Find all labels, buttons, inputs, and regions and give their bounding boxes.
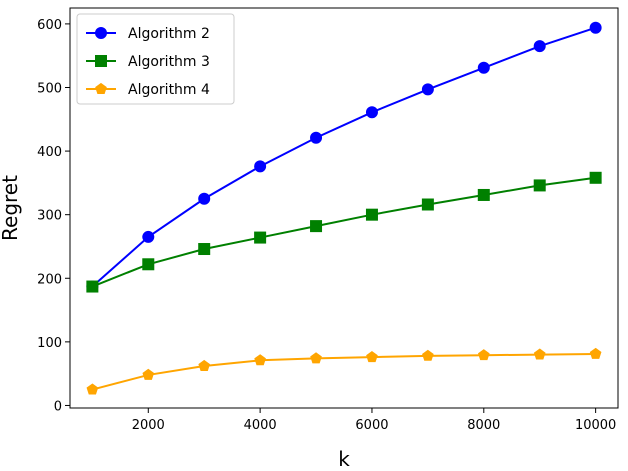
x-tick-label: 4000	[244, 418, 277, 433]
legend-marker	[95, 27, 107, 39]
data-point	[198, 243, 211, 256]
data-point	[254, 231, 267, 244]
data-point	[142, 368, 155, 380]
data-point	[365, 208, 378, 221]
y-tick-label: 200	[37, 272, 62, 287]
series-1	[86, 21, 602, 293]
y-axis-ticks: 0 100 200 300 400 500 600	[37, 18, 70, 414]
data-point	[142, 230, 155, 243]
series-layer	[86, 21, 602, 395]
data-point	[533, 40, 546, 53]
y-tick-label: 300	[37, 209, 62, 224]
y-tick-label: 500	[37, 81, 62, 96]
data-point	[477, 188, 490, 201]
y-tick-label: 600	[37, 18, 62, 33]
y-tick-label: 0	[54, 399, 62, 414]
legend-marker	[95, 55, 107, 67]
data-point	[310, 220, 323, 233]
x-axis-ticks: 2000 4000 6000 8000 10000	[132, 408, 616, 433]
data-point	[589, 347, 602, 359]
data-point	[421, 198, 434, 211]
data-point	[198, 359, 211, 371]
legend-label: Algorithm 3	[128, 54, 210, 70]
data-point	[533, 179, 546, 192]
data-point	[366, 351, 378, 363]
legend: Algorithm 2 Algorithm 3 Algorithm 4	[76, 13, 235, 105]
data-point	[589, 21, 602, 34]
y-tick-label: 400	[37, 145, 62, 160]
legend-entry: Algorithm 2	[86, 26, 210, 42]
data-point	[477, 61, 490, 74]
series-line	[91, 26, 596, 288]
data-point	[310, 131, 323, 144]
legend-entry: Algorithm 4	[86, 82, 210, 98]
legend-marker	[95, 82, 107, 94]
y-tick-label: 100	[37, 336, 62, 351]
series-line	[92, 352, 596, 391]
plot-area	[69, 7, 619, 409]
legend-label: Algorithm 2	[128, 26, 210, 42]
legend-box	[76, 13, 235, 105]
x-tick-label: 8000	[467, 418, 500, 433]
series-2	[86, 171, 602, 293]
x-tick-label: 6000	[355, 418, 388, 433]
data-point	[86, 383, 99, 395]
x-tick-label: 2000	[132, 418, 165, 433]
x-axis-label: k	[338, 447, 350, 471]
series-3	[86, 347, 602, 395]
data-point	[533, 348, 546, 360]
data-point	[421, 83, 434, 96]
data-point	[86, 280, 99, 293]
series-line	[92, 176, 596, 288]
data-point	[477, 349, 490, 361]
legend-entry: Algorithm 3	[86, 54, 210, 70]
data-point	[198, 192, 211, 205]
data-point	[422, 349, 434, 361]
y-axis-label: Regret	[0, 175, 22, 241]
data-point	[142, 258, 155, 271]
data-point	[254, 160, 267, 173]
plot-frame	[69, 7, 619, 409]
x-tick-label: 10000	[575, 418, 616, 433]
data-point	[589, 171, 602, 184]
data-point	[310, 352, 322, 364]
data-point	[254, 354, 266, 366]
legend-label: Algorithm 4	[128, 82, 210, 98]
data-point	[365, 106, 378, 119]
